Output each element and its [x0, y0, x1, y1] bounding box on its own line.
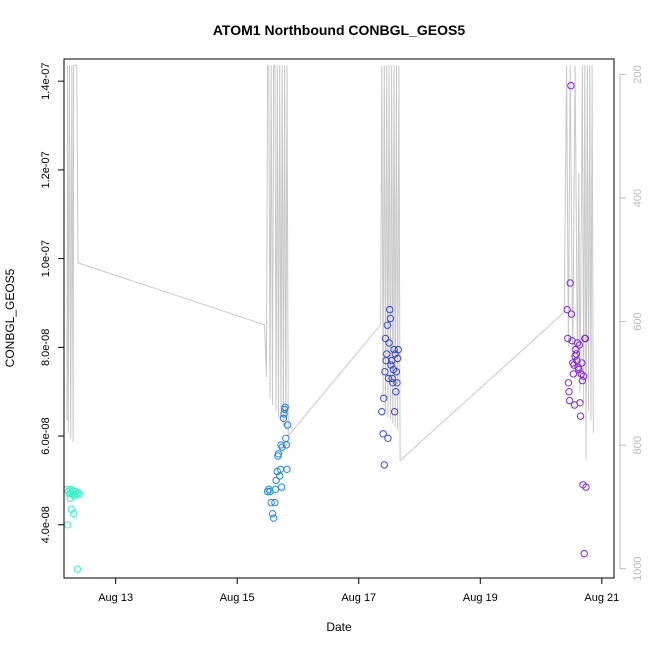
data-point [567, 310, 576, 318]
x-tick-label: Aug 19 [463, 592, 498, 604]
data-point [378, 408, 386, 416]
data-point [380, 461, 388, 469]
y-tick-label: 1.2e-07 [40, 151, 52, 188]
data-point [572, 345, 580, 354]
y2-tick-label: 200 [632, 65, 644, 83]
data-point [565, 396, 574, 405]
data-point [565, 388, 573, 396]
data-point [384, 374, 393, 383]
data-point [563, 305, 571, 314]
points-layer [63, 81, 590, 573]
data-point [71, 490, 79, 499]
data-point [576, 399, 584, 407]
y-tick-label: 1.0e-07 [40, 240, 52, 277]
pressure-line [66, 64, 594, 462]
plot-frame [63, 58, 615, 579]
y-axis-label: CONBGL_GEOS5 [3, 268, 17, 367]
y-tick-label: 6.0e-08 [40, 417, 52, 454]
data-point [390, 345, 398, 354]
data-point [283, 421, 292, 429]
data-point [283, 465, 291, 473]
y-tick-label: 1.4e-07 [40, 63, 52, 100]
data-point [572, 350, 580, 358]
data-point [278, 443, 286, 451]
y-tick-label: 8.0e-08 [40, 329, 52, 366]
data-point [282, 441, 291, 449]
data-point [272, 476, 280, 485]
data-point [277, 483, 286, 491]
data-point [383, 321, 391, 329]
y2-axis: 200 400 600 800 1000 [619, 65, 644, 581]
y2-tick-label: 600 [632, 312, 644, 330]
data-point [268, 510, 277, 518]
data-point [271, 485, 280, 493]
x-tick-label: Aug 15 [220, 592, 255, 604]
data-point [393, 354, 402, 363]
data-point [581, 334, 590, 343]
y-axis: 4.0e-08 6.0e-08 8.0e-08 1.0e-07 1.2e-07 1.4e-… [40, 63, 64, 543]
data-point [575, 365, 583, 374]
data-point [282, 434, 290, 442]
data-point [387, 361, 395, 369]
data-point [577, 370, 585, 378]
data-point [381, 334, 390, 343]
data-point [379, 430, 387, 438]
data-point [578, 359, 586, 367]
data-point [567, 81, 575, 90]
data-point [573, 339, 582, 347]
data-point [385, 339, 393, 347]
y2-tick-label: 1000 [632, 556, 644, 580]
data-point [582, 483, 590, 491]
data-point [68, 486, 77, 494]
pressure-line-layer [66, 64, 594, 462]
y2-tick-label: 800 [632, 436, 644, 454]
data-point [575, 341, 584, 349]
data-point [386, 314, 395, 323]
x-axis-label: Date [326, 620, 352, 634]
data-point [392, 388, 400, 396]
data-point [386, 305, 394, 314]
data-point [389, 379, 397, 387]
data-point [383, 350, 391, 358]
data-point [67, 505, 76, 513]
data-point [66, 494, 74, 502]
data-point [579, 372, 588, 380]
x-tick-label: Aug 17 [341, 592, 376, 604]
x-tick-label: Aug 21 [584, 592, 619, 604]
data-point [388, 374, 396, 383]
data-point [576, 412, 585, 420]
data-point [267, 498, 275, 507]
data-point [270, 514, 278, 522]
data-point [279, 414, 288, 422]
x-axis: Aug 13 Aug 15 Aug 17 Aug 19 Aug 21 [98, 578, 619, 604]
data-point [381, 368, 389, 376]
data-point [73, 565, 82, 573]
data-point [70, 510, 78, 518]
data-point [578, 376, 587, 385]
data-point [281, 403, 289, 411]
x-tick-label: Aug 13 [98, 592, 133, 604]
data-point [271, 498, 279, 507]
chart-title: ATOM1 Northbound CONBGL_GEOS5 [213, 22, 465, 38]
data-point [569, 370, 577, 378]
data-point [394, 345, 402, 354]
data-point [566, 279, 574, 287]
y-tick-label: 4.0e-08 [40, 506, 52, 543]
data-point [390, 408, 399, 416]
data-point [75, 490, 83, 498]
data-point [380, 394, 388, 402]
data-point [393, 379, 401, 387]
data-point [384, 434, 392, 442]
data-point [564, 334, 572, 343]
data-point [564, 379, 573, 387]
data-point [392, 368, 401, 376]
data-point [63, 521, 72, 529]
y2-tick-label: 400 [632, 189, 644, 207]
data-point [274, 450, 283, 458]
data-point [580, 549, 588, 558]
